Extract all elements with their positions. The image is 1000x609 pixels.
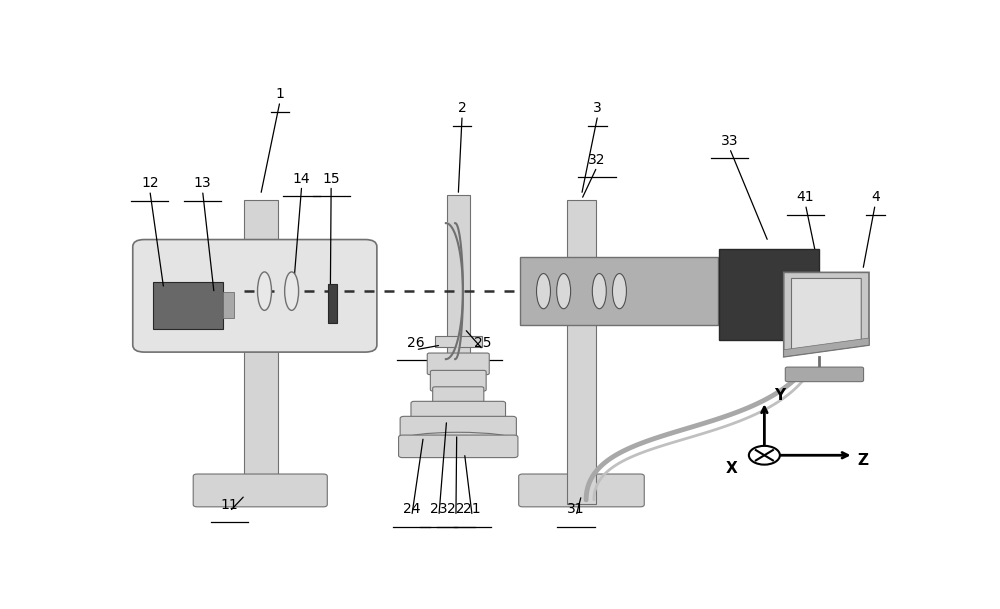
Text: Z: Z — [857, 453, 868, 468]
Ellipse shape — [592, 273, 606, 309]
Text: 41: 41 — [797, 191, 814, 205]
Bar — [223, 292, 234, 318]
Text: 11: 11 — [221, 498, 239, 512]
Polygon shape — [792, 278, 861, 351]
FancyBboxPatch shape — [430, 370, 486, 391]
Text: 21: 21 — [463, 502, 481, 516]
Polygon shape — [784, 272, 869, 357]
FancyBboxPatch shape — [411, 401, 506, 422]
Text: 32: 32 — [588, 153, 606, 167]
FancyBboxPatch shape — [399, 435, 518, 457]
Text: 3: 3 — [593, 101, 602, 115]
Text: 2: 2 — [458, 101, 466, 115]
Text: Y: Y — [774, 388, 785, 403]
Text: 26: 26 — [407, 336, 424, 350]
Polygon shape — [446, 223, 463, 359]
Text: 23: 23 — [430, 502, 448, 516]
Bar — [435, 336, 482, 347]
Text: 1: 1 — [276, 87, 284, 101]
Text: 13: 13 — [194, 177, 211, 190]
Text: 31: 31 — [567, 502, 585, 516]
Bar — [153, 282, 223, 329]
FancyBboxPatch shape — [400, 417, 516, 439]
Polygon shape — [784, 338, 869, 357]
Bar — [719, 249, 819, 340]
Ellipse shape — [537, 273, 550, 309]
FancyBboxPatch shape — [433, 387, 484, 406]
Ellipse shape — [557, 273, 571, 309]
FancyBboxPatch shape — [133, 239, 377, 352]
Text: 22: 22 — [447, 502, 465, 516]
Bar — [328, 284, 337, 323]
Text: 24: 24 — [403, 502, 420, 516]
FancyBboxPatch shape — [193, 474, 327, 507]
Bar — [567, 200, 596, 504]
Circle shape — [749, 446, 780, 465]
Text: 12: 12 — [141, 177, 159, 190]
Bar — [244, 200, 278, 504]
Text: 15: 15 — [322, 172, 340, 186]
Ellipse shape — [285, 272, 299, 311]
Ellipse shape — [258, 272, 271, 311]
Ellipse shape — [402, 432, 514, 447]
FancyBboxPatch shape — [519, 474, 644, 507]
Ellipse shape — [612, 273, 626, 309]
Text: 4: 4 — [871, 191, 880, 205]
Bar — [447, 195, 470, 401]
Bar — [520, 258, 718, 325]
Text: 25: 25 — [474, 336, 492, 350]
FancyBboxPatch shape — [785, 367, 864, 382]
Text: X: X — [726, 461, 738, 476]
FancyBboxPatch shape — [427, 353, 489, 375]
Text: 14: 14 — [293, 172, 311, 186]
Text: 33: 33 — [721, 134, 738, 148]
